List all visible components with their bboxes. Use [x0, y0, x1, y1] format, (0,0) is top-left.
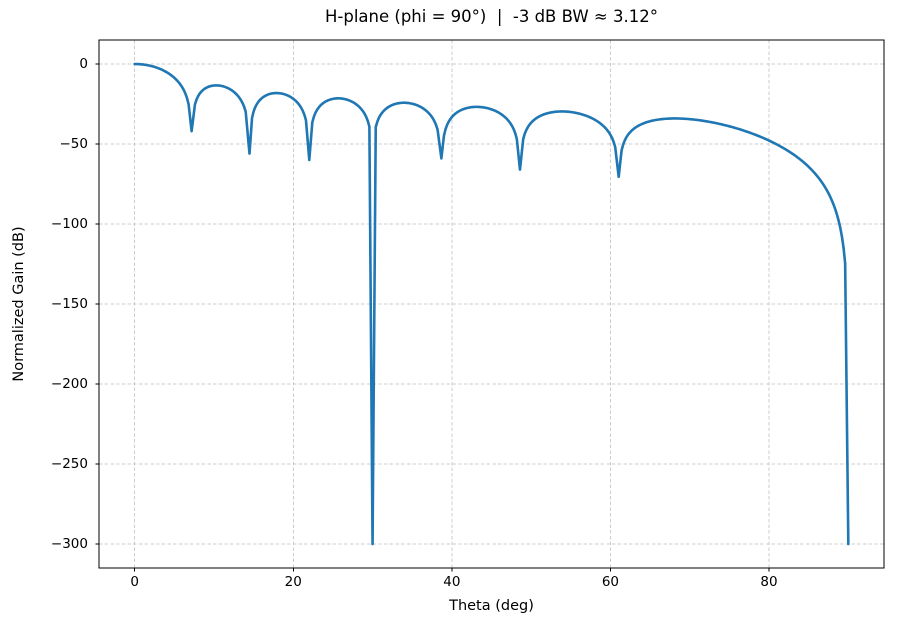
y-tick-label: −150: [50, 296, 88, 312]
y-tick-label: −250: [50, 456, 88, 472]
y-tick-label: −100: [50, 216, 88, 232]
y-tick-label: −300: [50, 536, 88, 552]
x-tick-label: 0: [130, 574, 139, 590]
x-tick-label: 40: [443, 574, 461, 590]
tick-marks: [95, 63, 770, 572]
y-tick-label: −50: [59, 136, 89, 152]
x-axis-label: Theta (deg): [449, 598, 534, 614]
x-tick-label: 60: [601, 574, 620, 590]
gain-curve: [133, 62, 850, 546]
y-tick-label: −200: [50, 376, 88, 392]
grid-lines: [99, 40, 884, 568]
x-tick-label: 20: [284, 574, 302, 590]
y-tick-label: 0: [79, 56, 88, 72]
chart-title: H-plane (phi = 90°) | -3 dB BW ≈ 3.12°: [325, 7, 658, 26]
x-tick-label: 80: [760, 574, 778, 590]
